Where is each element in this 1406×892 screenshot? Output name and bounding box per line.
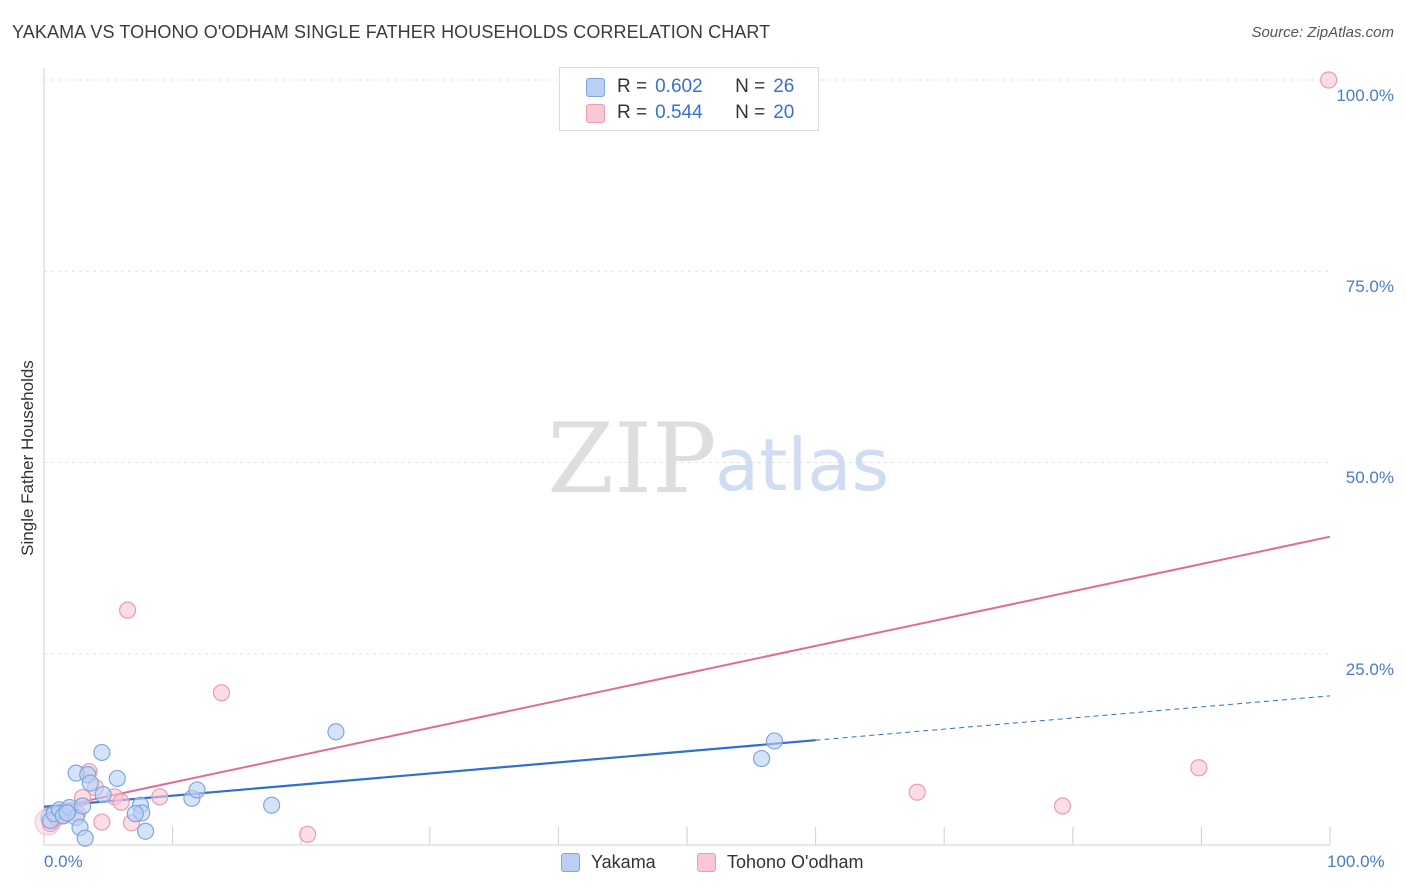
axes — [43, 68, 1331, 846]
data-point-tohono-12 — [93, 813, 111, 831]
data-point-yakama-12 — [108, 769, 126, 788]
legend-row-yakama: R = 0.602 N = 26 — [586, 75, 794, 99]
legend-r-label: R = — [617, 102, 648, 123]
grid-lines — [44, 79, 1330, 655]
data-point-yakama-24 — [765, 732, 784, 750]
source-credit: Source: ZipAtlas.com — [1251, 24, 1394, 41]
y-tick-25: 25.0% — [1345, 660, 1394, 679]
trendline-tohono — [43, 535, 1331, 811]
data-point-yakama-6 — [58, 804, 76, 822]
trendline-yakama — [43, 739, 816, 808]
data-point-tohono-13 — [299, 825, 317, 843]
data-point-yakama-21 — [263, 796, 281, 814]
data-point-tohono-7 — [112, 793, 130, 811]
data-point-tohono-10 — [212, 684, 231, 702]
watermark-zip: ZIP — [547, 403, 716, 515]
bottom-legend-label-yakama: Yakama — [591, 852, 656, 872]
data-point-tohono-16 — [1190, 759, 1208, 777]
data-point-tohono-17 — [1320, 71, 1338, 89]
legend-r-value: 0.602 — [655, 76, 703, 97]
data-point-tohono-9 — [118, 601, 137, 619]
data-points — [34, 71, 1338, 847]
y-tick-100: 100.0% — [1336, 86, 1394, 105]
data-point-yakama-10 — [93, 743, 111, 762]
data-point-tohono-14 — [908, 783, 926, 801]
data-point-yakama-16 — [136, 822, 155, 840]
legend-n-value: 26 — [773, 76, 795, 97]
correlation-legend: R = 0.602 N = 26 R = 0.544 N = 20 — [559, 67, 819, 131]
watermark-atlas: atlas — [715, 423, 889, 507]
data-point-tohono-15 — [1053, 797, 1072, 815]
chart-title: YAKAMA VS TOHONO O'ODHAM SINGLE FATHER H… — [12, 22, 771, 42]
trend-lines — [43, 535, 1331, 811]
bottom-legend-swatch-tohono — [697, 853, 716, 872]
legend-r-value: 0.544 — [655, 102, 703, 123]
data-point-tohono-8 — [151, 788, 169, 806]
x-tick-0: 0.0% — [44, 852, 83, 871]
bottom-legend-yakama: Yakama — [561, 852, 656, 873]
legend-n-label: N = — [735, 76, 766, 97]
legend-r-label: R = — [617, 76, 648, 97]
legend-swatch-yakama — [586, 77, 605, 97]
legend-n-value: 20 — [773, 102, 795, 123]
watermark: ZIP atlas — [547, 403, 889, 515]
data-point-yakama-7 — [73, 797, 92, 815]
legend-n-label: N = — [735, 102, 766, 123]
data-point-yakama-25 — [126, 805, 144, 823]
bottom-legend-tohono: Tohono O'odham — [697, 852, 864, 873]
legend-swatch-tohono — [586, 103, 605, 123]
x-tick-100: 100.0% — [1327, 852, 1385, 871]
y-tick-50: 50.0% — [1345, 468, 1394, 487]
y-tick-75: 75.0% — [1345, 277, 1394, 296]
bottom-legend-swatch-yakama — [561, 853, 580, 872]
data-point-yakama-23 — [752, 749, 771, 768]
legend-row-tohono: R = 0.544 N = 20 — [586, 101, 794, 125]
data-point-yakama-15 — [76, 829, 94, 847]
bottom-legend-label-tohono: Tohono O'odham — [727, 852, 864, 872]
trendline-yakama-extension — [815, 695, 1331, 741]
data-point-yakama-20 — [188, 781, 206, 799]
data-point-yakama-13 — [94, 785, 112, 804]
data-point-yakama-22 — [327, 723, 345, 741]
y-axis-label: Single Father Households — [18, 360, 37, 556]
data-point-yakama-11 — [81, 774, 99, 792]
